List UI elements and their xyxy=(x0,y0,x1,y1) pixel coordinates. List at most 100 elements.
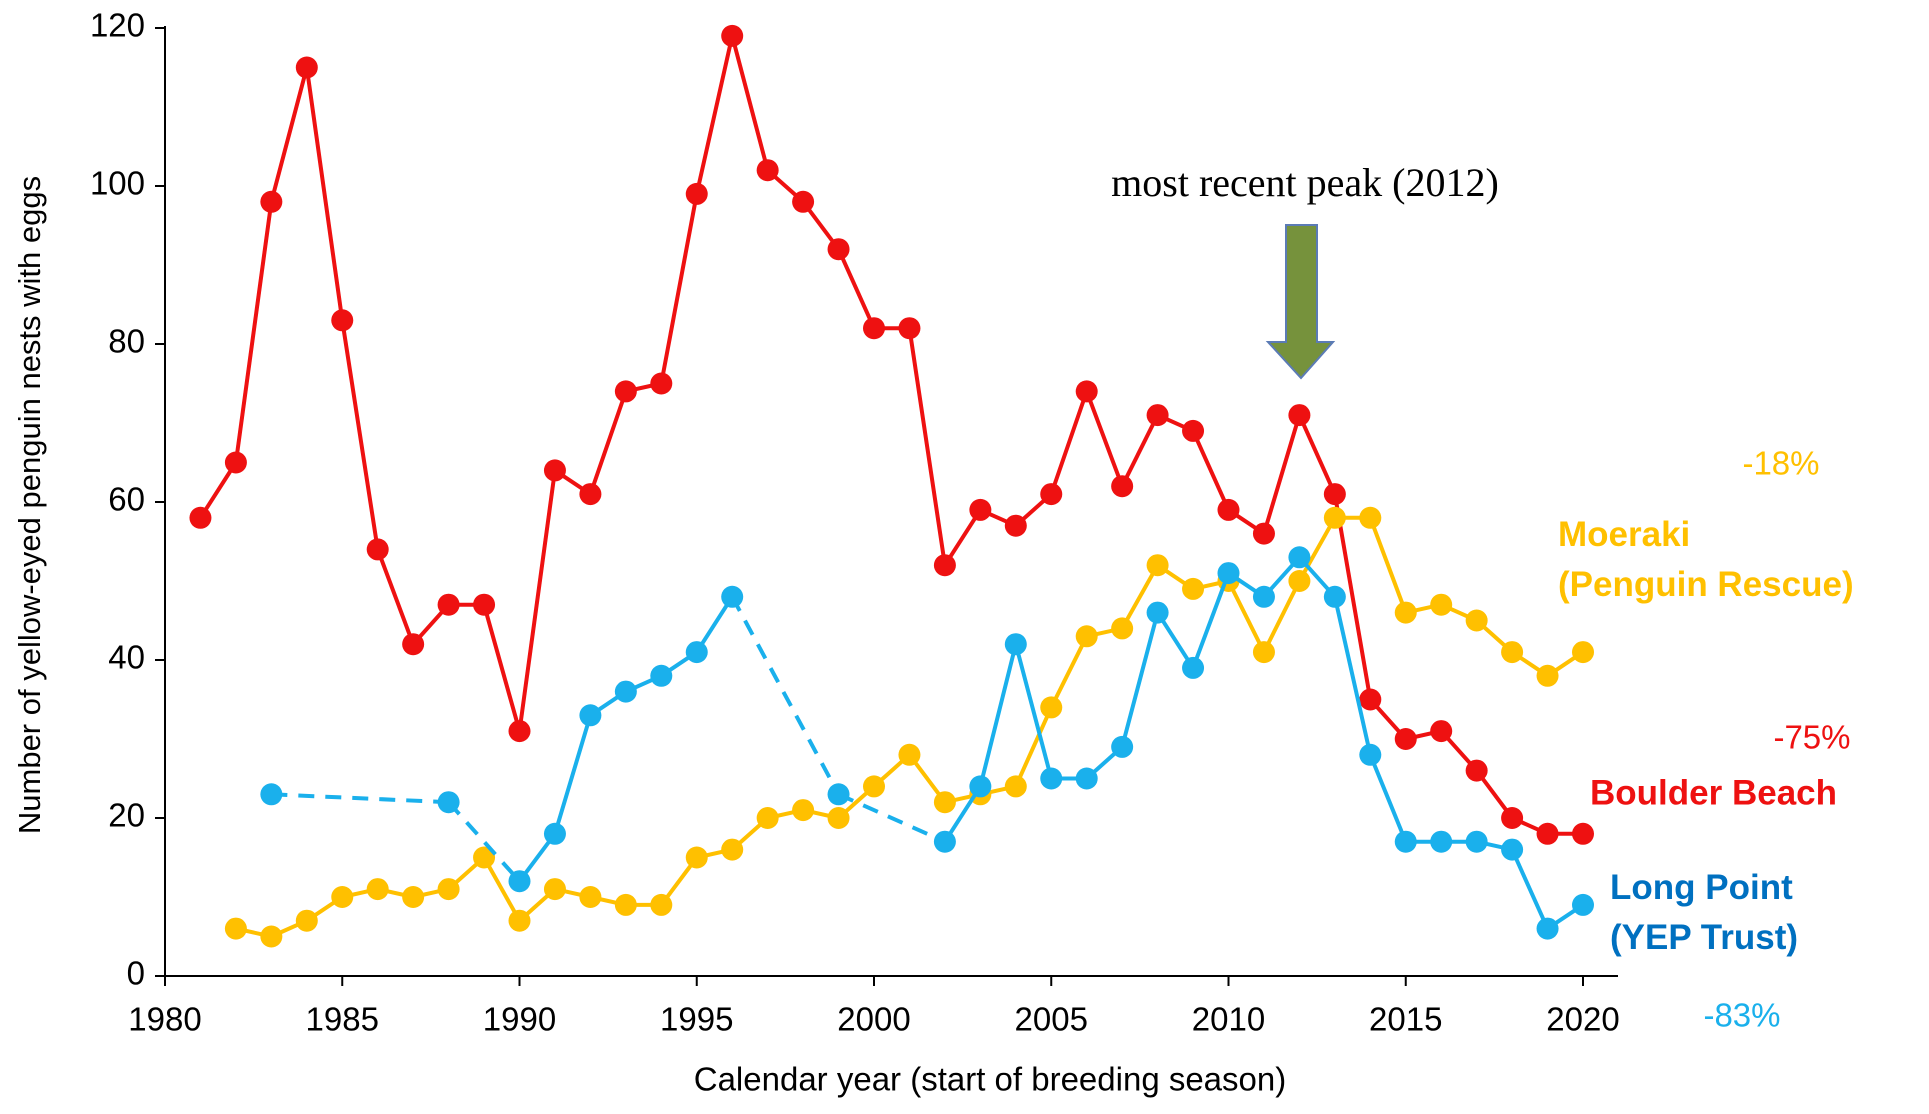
series-label: Boulder Beach xyxy=(1590,773,1837,812)
marker xyxy=(1572,641,1594,664)
marker xyxy=(721,24,744,47)
marker xyxy=(1430,593,1453,616)
marker xyxy=(1572,893,1594,916)
line-segment xyxy=(694,35,735,195)
line-segment xyxy=(1013,706,1054,788)
marker xyxy=(366,538,389,561)
line-segment xyxy=(588,390,628,495)
line-segment xyxy=(482,856,522,922)
marker xyxy=(933,791,956,814)
marker xyxy=(1182,577,1205,600)
marker xyxy=(933,830,956,853)
marker xyxy=(969,498,992,521)
marker xyxy=(1252,585,1275,608)
marker xyxy=(614,380,637,403)
series-label: Long Point (YEP Trust) xyxy=(1610,868,1798,957)
x-tick-label: 2020 xyxy=(1546,1001,1619,1038)
y-tick-label: 80 xyxy=(108,323,145,360)
x-axis-title: Calendar year (start of breeding season) xyxy=(694,1061,1287,1098)
line-segment xyxy=(730,35,770,171)
change-label: -18% xyxy=(1742,445,1819,482)
marker xyxy=(1536,822,1559,845)
marker xyxy=(579,704,602,727)
y-tick-label: 60 xyxy=(108,481,145,518)
line-segment xyxy=(837,792,946,844)
line-segment xyxy=(1191,430,1231,511)
marker xyxy=(1572,822,1594,845)
change-label: -83% xyxy=(1703,997,1780,1034)
marker xyxy=(1182,656,1205,679)
y-tick-label: 100 xyxy=(90,165,145,202)
line-segment xyxy=(730,595,841,796)
marker xyxy=(1394,830,1417,853)
marker xyxy=(1040,767,1063,790)
marker xyxy=(366,878,389,901)
line-segment xyxy=(1084,390,1125,487)
marker xyxy=(508,909,531,932)
x-tick-label: 2000 xyxy=(837,1001,910,1038)
marker xyxy=(1359,743,1382,766)
line-segment xyxy=(1297,414,1337,495)
marker xyxy=(1075,625,1098,648)
marker xyxy=(1288,404,1311,427)
marker xyxy=(1004,633,1027,656)
series-label: Moeraki (Penguin Rescue) xyxy=(1558,515,1854,604)
line-segment xyxy=(1049,635,1089,709)
marker xyxy=(1040,483,1063,506)
x-tick-label: 1995 xyxy=(660,1001,733,1038)
line-segment xyxy=(659,193,699,384)
marker xyxy=(473,593,496,616)
marker xyxy=(827,783,850,806)
line-segment xyxy=(1510,848,1550,930)
marker xyxy=(614,680,637,703)
line-segment xyxy=(517,470,557,732)
marker xyxy=(1004,514,1027,537)
line-segment xyxy=(340,319,380,550)
marker xyxy=(1536,664,1559,687)
marker xyxy=(1430,830,1453,853)
marker xyxy=(756,159,779,182)
line-segment xyxy=(1049,390,1089,495)
marker xyxy=(1288,570,1311,592)
y-axis-title: Number of yellow-eyed penguin nests with… xyxy=(12,176,47,834)
marker xyxy=(1288,546,1311,569)
marker xyxy=(1465,609,1488,632)
marker xyxy=(331,886,354,908)
marker xyxy=(756,807,779,829)
marker xyxy=(792,190,815,213)
marker xyxy=(224,451,247,474)
arrow xyxy=(1265,224,1336,380)
marker xyxy=(685,182,708,205)
marker xyxy=(402,633,425,656)
marker xyxy=(827,238,850,261)
marker xyxy=(543,822,566,845)
line-segment xyxy=(1120,564,1160,630)
marker xyxy=(1465,759,1488,782)
marker xyxy=(1252,522,1275,545)
marker xyxy=(543,459,566,482)
line-segment xyxy=(271,792,449,805)
line-segment xyxy=(1120,414,1160,488)
marker xyxy=(189,506,212,529)
annotation: most recent peak (2012) xyxy=(1111,160,1499,205)
marker xyxy=(898,317,921,340)
marker xyxy=(224,917,247,940)
marker xyxy=(863,317,885,340)
marker xyxy=(508,720,531,743)
marker xyxy=(1040,696,1063,719)
marker xyxy=(437,791,460,814)
y-tick-label: 120 xyxy=(90,7,145,44)
marker xyxy=(1075,767,1098,790)
line-segment xyxy=(1368,754,1408,843)
line-segment xyxy=(1191,572,1231,669)
marker xyxy=(721,838,744,861)
line-segment xyxy=(1297,516,1337,582)
marker xyxy=(1004,775,1027,798)
marker xyxy=(437,878,460,901)
marker xyxy=(1501,838,1524,861)
marker xyxy=(331,309,354,332)
marker xyxy=(579,886,602,908)
line-segment xyxy=(269,66,309,203)
marker xyxy=(1111,617,1134,640)
